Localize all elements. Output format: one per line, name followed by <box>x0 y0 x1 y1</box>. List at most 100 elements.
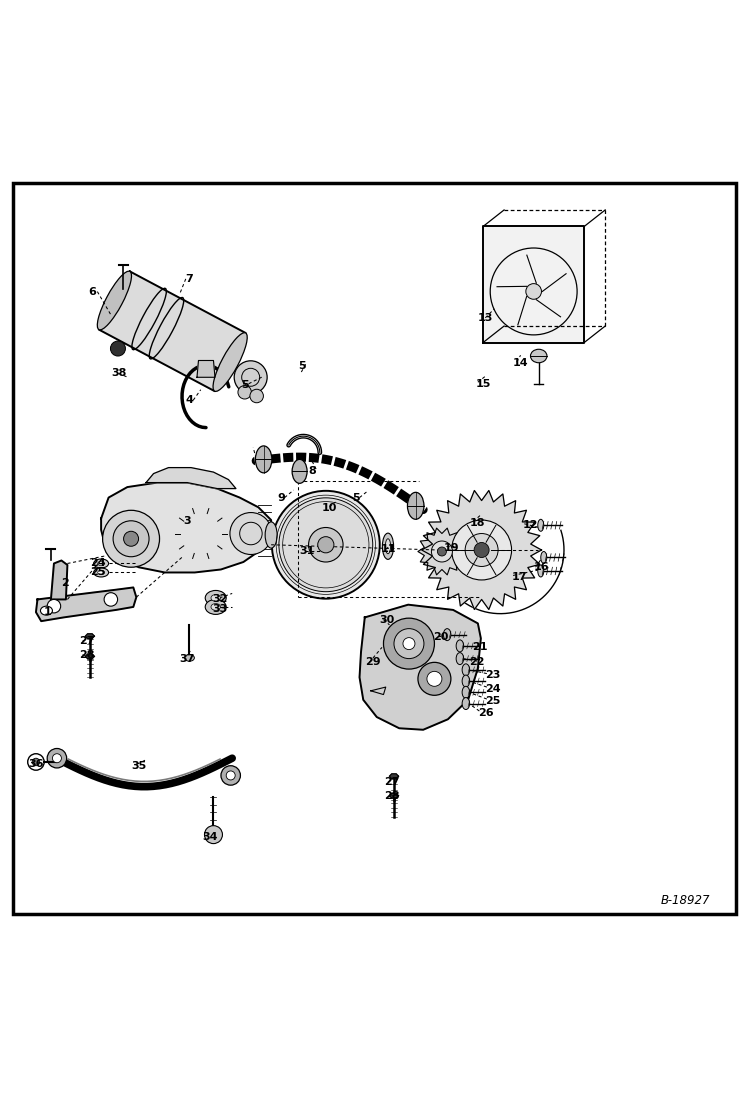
Circle shape <box>418 663 451 695</box>
Circle shape <box>32 758 40 766</box>
Circle shape <box>104 592 118 607</box>
Circle shape <box>431 541 452 562</box>
Circle shape <box>474 543 489 557</box>
Circle shape <box>234 361 267 394</box>
Text: 13: 13 <box>478 313 494 323</box>
Text: 25: 25 <box>485 695 501 705</box>
Circle shape <box>47 748 67 768</box>
Circle shape <box>279 498 373 591</box>
Text: 22: 22 <box>470 657 485 667</box>
Circle shape <box>52 754 61 762</box>
Text: 29: 29 <box>366 657 381 667</box>
Polygon shape <box>418 528 466 575</box>
Text: 10: 10 <box>322 504 338 513</box>
Text: 18: 18 <box>470 518 485 528</box>
Ellipse shape <box>97 562 104 566</box>
Ellipse shape <box>211 595 220 601</box>
Circle shape <box>113 521 149 557</box>
Ellipse shape <box>97 271 132 330</box>
Ellipse shape <box>462 675 470 687</box>
Text: 20: 20 <box>433 632 449 642</box>
Ellipse shape <box>385 539 391 554</box>
Ellipse shape <box>443 629 451 641</box>
Circle shape <box>226 771 235 780</box>
Ellipse shape <box>292 460 307 484</box>
Ellipse shape <box>205 599 226 614</box>
Polygon shape <box>85 654 94 658</box>
Text: 16: 16 <box>534 563 550 573</box>
Ellipse shape <box>530 349 547 363</box>
Ellipse shape <box>255 445 272 473</box>
Circle shape <box>403 637 415 649</box>
Circle shape <box>110 341 125 357</box>
Text: 5: 5 <box>298 361 306 371</box>
Ellipse shape <box>205 590 226 606</box>
Text: 28: 28 <box>384 791 400 801</box>
Ellipse shape <box>94 559 109 568</box>
Text: 35: 35 <box>131 760 146 771</box>
Text: 15: 15 <box>476 378 491 388</box>
Ellipse shape <box>94 568 109 577</box>
Polygon shape <box>422 490 542 610</box>
Polygon shape <box>197 361 215 377</box>
Text: 23: 23 <box>485 670 501 680</box>
Text: 24: 24 <box>485 683 501 693</box>
Polygon shape <box>36 588 136 621</box>
Text: 19: 19 <box>443 543 459 553</box>
Ellipse shape <box>265 522 277 548</box>
Text: 27: 27 <box>384 777 400 788</box>
Polygon shape <box>51 561 67 599</box>
Circle shape <box>427 671 442 687</box>
Circle shape <box>204 826 222 844</box>
Text: 33: 33 <box>212 604 227 614</box>
Text: 24: 24 <box>90 557 106 568</box>
Circle shape <box>47 599 61 613</box>
Circle shape <box>28 754 44 770</box>
Circle shape <box>309 528 343 562</box>
Text: 31: 31 <box>299 545 315 556</box>
Polygon shape <box>101 483 271 573</box>
Circle shape <box>238 385 252 399</box>
Text: 37: 37 <box>180 654 195 664</box>
Ellipse shape <box>462 698 470 710</box>
Ellipse shape <box>407 493 424 519</box>
Circle shape <box>221 766 240 785</box>
Text: 9: 9 <box>277 494 285 504</box>
Text: 25: 25 <box>90 567 106 577</box>
Text: 21: 21 <box>472 643 488 653</box>
Text: 28: 28 <box>79 649 94 660</box>
Ellipse shape <box>456 640 464 652</box>
Circle shape <box>452 520 512 580</box>
Ellipse shape <box>97 570 104 575</box>
Circle shape <box>526 284 542 299</box>
Ellipse shape <box>538 519 544 531</box>
Circle shape <box>250 389 264 403</box>
Text: 7: 7 <box>185 274 192 284</box>
Circle shape <box>318 536 334 553</box>
Text: 4: 4 <box>186 395 194 405</box>
Polygon shape <box>389 773 398 779</box>
Text: 34: 34 <box>202 832 218 841</box>
Ellipse shape <box>40 607 52 615</box>
Text: 26: 26 <box>478 708 494 717</box>
Ellipse shape <box>383 533 394 559</box>
Circle shape <box>437 547 446 556</box>
Ellipse shape <box>211 603 220 610</box>
Text: 32: 32 <box>212 593 228 603</box>
Polygon shape <box>99 271 246 392</box>
Ellipse shape <box>456 653 464 665</box>
Text: 6: 6 <box>88 286 97 296</box>
Circle shape <box>272 490 380 599</box>
Text: 30: 30 <box>380 614 395 624</box>
Circle shape <box>230 512 272 554</box>
Text: B-18927: B-18927 <box>661 894 710 906</box>
Text: 27: 27 <box>79 636 94 646</box>
Polygon shape <box>389 793 398 798</box>
Ellipse shape <box>538 565 544 577</box>
Text: 38: 38 <box>111 369 127 378</box>
Text: 14: 14 <box>513 359 529 369</box>
Polygon shape <box>85 634 94 638</box>
Ellipse shape <box>541 552 547 564</box>
Text: 5: 5 <box>352 494 360 504</box>
Text: 3: 3 <box>184 516 191 525</box>
